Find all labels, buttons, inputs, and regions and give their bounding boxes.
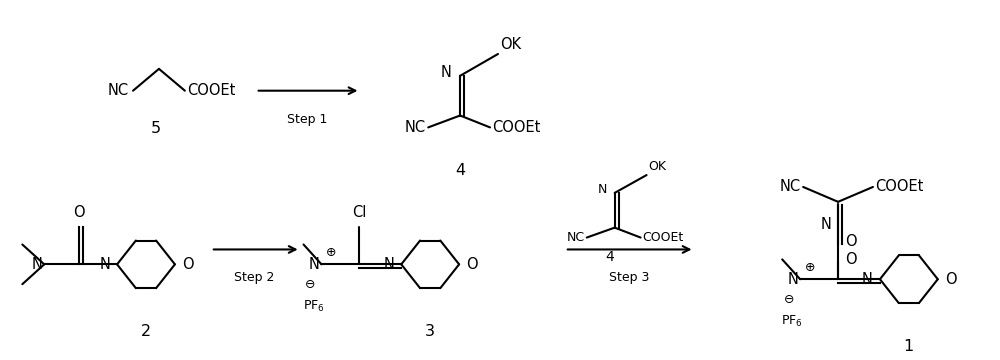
Text: COOEt: COOEt	[875, 179, 923, 194]
Text: N: N	[820, 217, 831, 232]
Text: N: N	[309, 257, 320, 272]
Text: O: O	[845, 234, 857, 249]
Text: Step 1: Step 1	[287, 113, 328, 126]
Text: O: O	[182, 257, 194, 272]
Text: O: O	[945, 272, 956, 287]
Text: N: N	[31, 257, 42, 272]
Text: NC: NC	[780, 179, 801, 194]
Text: COOEt: COOEt	[643, 231, 684, 244]
Text: OK: OK	[649, 160, 667, 173]
Text: NC: NC	[108, 83, 129, 98]
Text: 4: 4	[605, 251, 614, 264]
Text: 3: 3	[425, 324, 435, 339]
Text: N: N	[383, 257, 394, 272]
Text: Step 3: Step 3	[609, 271, 650, 284]
Text: 2: 2	[141, 324, 151, 339]
Text: O: O	[466, 257, 478, 272]
Text: NC: NC	[405, 120, 426, 135]
Text: N: N	[99, 257, 110, 272]
Text: Cl: Cl	[352, 205, 367, 220]
Text: PF$_6$: PF$_6$	[781, 314, 803, 329]
Text: $\oplus$: $\oplus$	[325, 246, 337, 259]
Text: N: N	[787, 272, 798, 287]
Text: NC: NC	[567, 231, 585, 244]
Text: 5: 5	[151, 121, 161, 136]
Text: O: O	[845, 252, 857, 267]
Text: COOEt: COOEt	[187, 83, 235, 98]
Text: N: N	[597, 184, 607, 197]
Text: O: O	[73, 205, 85, 220]
Text: $\oplus$: $\oplus$	[804, 261, 815, 274]
Text: 4: 4	[455, 163, 465, 177]
Text: OK: OK	[500, 37, 521, 52]
Text: N: N	[440, 65, 451, 80]
Text: COOEt: COOEt	[492, 120, 540, 135]
Text: 1: 1	[904, 339, 914, 354]
Text: $\ominus$: $\ominus$	[304, 278, 315, 291]
Text: N: N	[862, 272, 873, 287]
Text: $\ominus$: $\ominus$	[783, 293, 794, 306]
Text: Step 2: Step 2	[234, 271, 275, 284]
Text: PF$_6$: PF$_6$	[303, 299, 324, 314]
